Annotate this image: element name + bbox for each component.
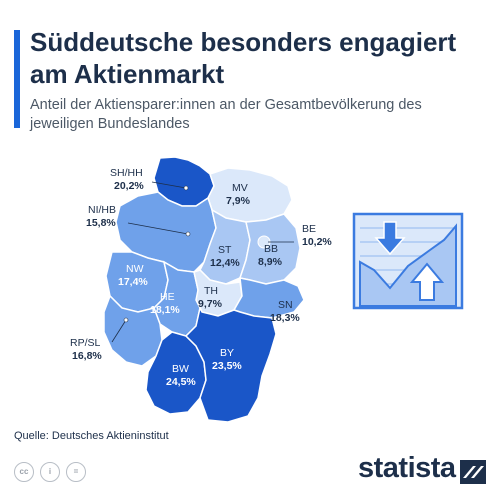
label-code-sh-hh: SH/HH [110,167,143,179]
region-mv [207,167,293,223]
source-note: Quelle: Deutsches Aktieninstitut [14,430,169,442]
label-value-ni-hb: 15,8% [86,217,116,229]
label-code-st: ST [218,244,232,256]
label-value-th: 9,7% [198,298,223,310]
accent-bar [14,30,20,128]
label-value-be: 10,2% [302,236,332,248]
label-code-he: HE [160,291,175,303]
label-code-nw: NW [126,263,144,275]
label-value-sh-hh: 20,2% [114,180,144,192]
label-value-nw: 17,4% [118,276,148,288]
label-value-he: 18,1% [150,304,180,316]
label-code-th: TH [204,285,218,297]
cc-license-icon[interactable]: cc [14,462,34,482]
label-value-bw: 24,5% [166,376,196,388]
statista-wordmark[interactable]: statista [358,452,456,484]
label-code-bb: BB [264,243,278,255]
label-code-sn: SN [278,299,293,311]
label-value-sn: 18,3% [270,312,300,324]
page-title: Süddeutsche besonders engagiert am Aktie… [30,27,457,89]
no-derivatives-icon[interactable]: = [66,462,86,482]
stock-chart-up-down-icon [352,212,464,310]
label-code-be: BE [302,223,316,235]
label-value-mv: 7,9% [226,195,251,207]
germany-map: SH/HH 20,2% MV 7,9% NI/HB 15,8% BE 10,2%… [70,156,464,423]
label-code-ni-hb: NI/HB [88,204,116,216]
region-by [184,305,277,423]
label-value-rp-sl: 16,8% [72,350,102,362]
statista-logo-icon[interactable] [460,460,486,484]
label-value-bb: 8,9% [258,256,283,268]
label-code-bw: BW [172,363,189,375]
label-code-mv: MV [232,182,248,194]
label-value-by: 23,5% [212,360,242,372]
label-code-by: BY [220,347,234,359]
label-code-rp-sl: RP/SL [70,337,101,349]
label-value-st: 12,4% [210,257,240,269]
attribution-icon[interactable]: i [40,462,60,482]
page-subtitle: Anteil der Aktiensparer:innen an der Ges… [30,97,422,132]
